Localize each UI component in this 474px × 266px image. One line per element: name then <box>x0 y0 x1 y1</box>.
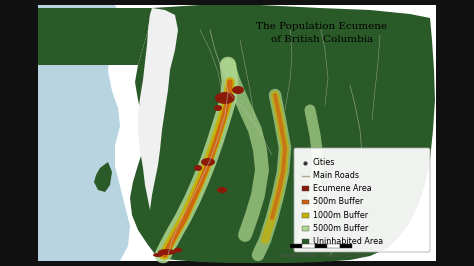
Polygon shape <box>94 162 112 192</box>
Ellipse shape <box>153 253 163 257</box>
Ellipse shape <box>158 249 176 255</box>
Text: 500m Buffer: 500m Buffer <box>313 197 363 206</box>
FancyBboxPatch shape <box>328 244 340 248</box>
FancyBboxPatch shape <box>38 5 436 261</box>
Text: Cities: Cities <box>313 158 336 167</box>
Polygon shape <box>38 8 152 65</box>
Ellipse shape <box>215 92 235 104</box>
FancyBboxPatch shape <box>302 186 309 191</box>
FancyBboxPatch shape <box>302 239 309 244</box>
FancyBboxPatch shape <box>294 148 430 252</box>
Text: Anthony Senter  -  January 10, 2013: Anthony Senter - January 10, 2013 <box>278 253 366 259</box>
Text: Main Roads: Main Roads <box>313 171 359 180</box>
Polygon shape <box>38 5 130 261</box>
Ellipse shape <box>201 158 215 166</box>
Text: Uninhabited Area: Uninhabited Area <box>313 237 383 246</box>
Polygon shape <box>138 8 178 210</box>
FancyBboxPatch shape <box>302 200 309 205</box>
FancyBboxPatch shape <box>315 244 328 248</box>
Ellipse shape <box>217 187 227 193</box>
Text: 1000m Buffer: 1000m Buffer <box>313 211 368 220</box>
Ellipse shape <box>194 165 202 171</box>
Text: Ecumene Area: Ecumene Area <box>313 184 372 193</box>
FancyBboxPatch shape <box>302 226 309 231</box>
Ellipse shape <box>174 247 182 252</box>
Text: 5000m Buffer: 5000m Buffer <box>313 224 368 233</box>
FancyBboxPatch shape <box>302 244 315 248</box>
FancyBboxPatch shape <box>302 213 309 218</box>
Ellipse shape <box>214 105 222 111</box>
Text: The Population Ecumene
of British Columbia: The Population Ecumene of British Columb… <box>256 22 388 44</box>
Ellipse shape <box>232 86 244 94</box>
FancyBboxPatch shape <box>340 244 353 248</box>
FancyBboxPatch shape <box>290 244 302 248</box>
Polygon shape <box>130 5 435 263</box>
